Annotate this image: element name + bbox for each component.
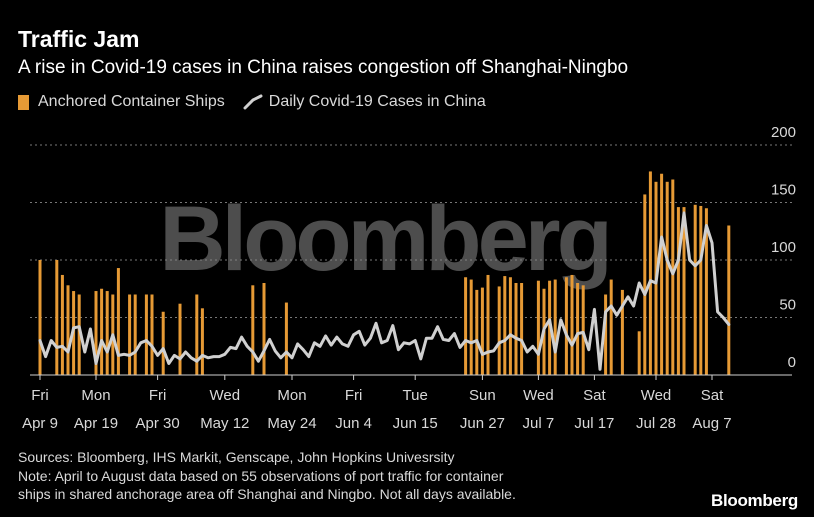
y-tick-label: 0 bbox=[788, 354, 796, 371]
ship-bar bbox=[66, 285, 70, 375]
x-tick-date: Apr 19 bbox=[74, 415, 118, 432]
ship-bar bbox=[576, 283, 580, 375]
ship-bar bbox=[536, 280, 540, 375]
ship-bar bbox=[77, 294, 81, 375]
x-tick-date: Jul 28 bbox=[636, 415, 676, 432]
x-tick-date: Aug 7 bbox=[692, 415, 731, 432]
bloomberg-watermark: Bloomberg bbox=[159, 188, 609, 290]
x-tick-weekday: Sat bbox=[701, 387, 724, 404]
footer-sources: Sources: Bloomberg, IHS Markit, Genscape… bbox=[18, 449, 455, 465]
ship-bar bbox=[704, 208, 708, 375]
ship-bar bbox=[475, 289, 479, 375]
x-tick-weekday: Mon bbox=[277, 387, 306, 404]
ship-bar bbox=[497, 286, 501, 375]
x-tick-date: Jul 17 bbox=[574, 415, 614, 432]
ship-bar bbox=[262, 283, 266, 375]
footer-note-line1: Note: April to August data based on 55 o… bbox=[18, 468, 504, 484]
ship-bar bbox=[100, 288, 104, 375]
ship-bar bbox=[693, 204, 697, 375]
ship-bar bbox=[671, 179, 675, 375]
ship-bar bbox=[161, 311, 165, 375]
ship-bar bbox=[570, 274, 574, 375]
covid-cases-line bbox=[38, 211, 731, 371]
ship-bar bbox=[116, 268, 120, 375]
ship-bar bbox=[727, 225, 731, 375]
chart-subtitle: A rise in Covid-19 cases in China raises… bbox=[18, 57, 629, 78]
ship-bar bbox=[660, 173, 664, 375]
ship-bar bbox=[553, 279, 557, 375]
ship-bar bbox=[682, 207, 686, 375]
x-tick-weekday: Sun bbox=[469, 387, 496, 404]
ship-bar bbox=[464, 277, 468, 375]
ship-bar bbox=[637, 331, 641, 375]
ship-bar bbox=[105, 291, 109, 375]
ship-bar bbox=[609, 279, 613, 375]
y-tick-label: 150 bbox=[771, 182, 796, 199]
x-tick-date: Apr 9 bbox=[22, 415, 58, 432]
ship-bar bbox=[469, 279, 473, 375]
ship-bar bbox=[94, 291, 98, 375]
x-tick-date: Apr 30 bbox=[135, 415, 179, 432]
x-tick-weekday: Tue bbox=[403, 387, 428, 404]
legend-bar-label: Anchored Container Ships bbox=[38, 93, 225, 110]
x-tick-weekday: Mon bbox=[81, 387, 110, 404]
y-tick-label: 100 bbox=[771, 239, 796, 256]
ship-bar bbox=[486, 274, 490, 375]
ship-bar bbox=[55, 260, 59, 375]
ship-bar bbox=[480, 287, 484, 375]
ship-bar bbox=[520, 283, 524, 375]
x-tick-weekday: Wed bbox=[641, 387, 672, 404]
x-tick-date: Jun 4 bbox=[335, 415, 372, 432]
chart-title: Traffic Jam bbox=[18, 26, 140, 52]
ship-bar bbox=[581, 285, 585, 375]
x-tick-date: Jun 15 bbox=[393, 415, 438, 432]
ship-bar bbox=[195, 294, 199, 375]
y-tick-label: 50 bbox=[779, 297, 796, 314]
ship-bar bbox=[128, 294, 132, 375]
footer-note-line2: ships in shared anchorage area off Shang… bbox=[18, 486, 516, 502]
legend-line-swatch bbox=[243, 94, 263, 110]
x-tick-weekday: Fri bbox=[149, 387, 167, 404]
ship-bar bbox=[251, 285, 255, 375]
ship-bar bbox=[60, 274, 64, 375]
ship-bar bbox=[643, 194, 647, 375]
ship-bar bbox=[178, 303, 182, 375]
x-tick-weekday: Fri bbox=[345, 387, 363, 404]
ship-bar bbox=[508, 277, 512, 375]
ship-bar bbox=[665, 181, 669, 375]
ship-bar bbox=[144, 294, 148, 375]
x-tick-weekday: Sat bbox=[583, 387, 606, 404]
y-tick-label: 200 bbox=[771, 124, 796, 141]
ship-bar bbox=[699, 205, 703, 375]
ship-bar bbox=[284, 302, 288, 375]
ship-bar bbox=[564, 277, 568, 375]
bloomberg-logo: Bloomberg bbox=[710, 491, 798, 510]
ship-bar bbox=[676, 207, 680, 375]
legend-line-label: Daily Covid-19 Cases in China bbox=[268, 93, 486, 110]
x-tick-date: Jun 27 bbox=[460, 415, 505, 432]
ship-bar bbox=[133, 294, 137, 375]
legend: Anchored Container Ships Daily Covid-19 … bbox=[18, 94, 486, 110]
x-tick-weekday: Wed bbox=[210, 387, 241, 404]
ship-bar bbox=[150, 294, 154, 375]
x-tick-date: Jul 7 bbox=[523, 415, 555, 432]
x-tick-weekday: Wed bbox=[523, 387, 554, 404]
ship-bar bbox=[648, 171, 652, 375]
ship-bar bbox=[514, 283, 518, 375]
x-tick-date: May 12 bbox=[200, 415, 249, 432]
x-tick-date: May 24 bbox=[267, 415, 316, 432]
ship-bar bbox=[604, 294, 608, 375]
legend-bar-swatch bbox=[18, 94, 29, 110]
ship-bar bbox=[620, 289, 624, 375]
x-tick-weekday: Fri bbox=[31, 387, 49, 404]
ship-bar bbox=[200, 308, 204, 375]
ship-bar bbox=[38, 260, 42, 375]
ship-bar bbox=[503, 276, 507, 375]
